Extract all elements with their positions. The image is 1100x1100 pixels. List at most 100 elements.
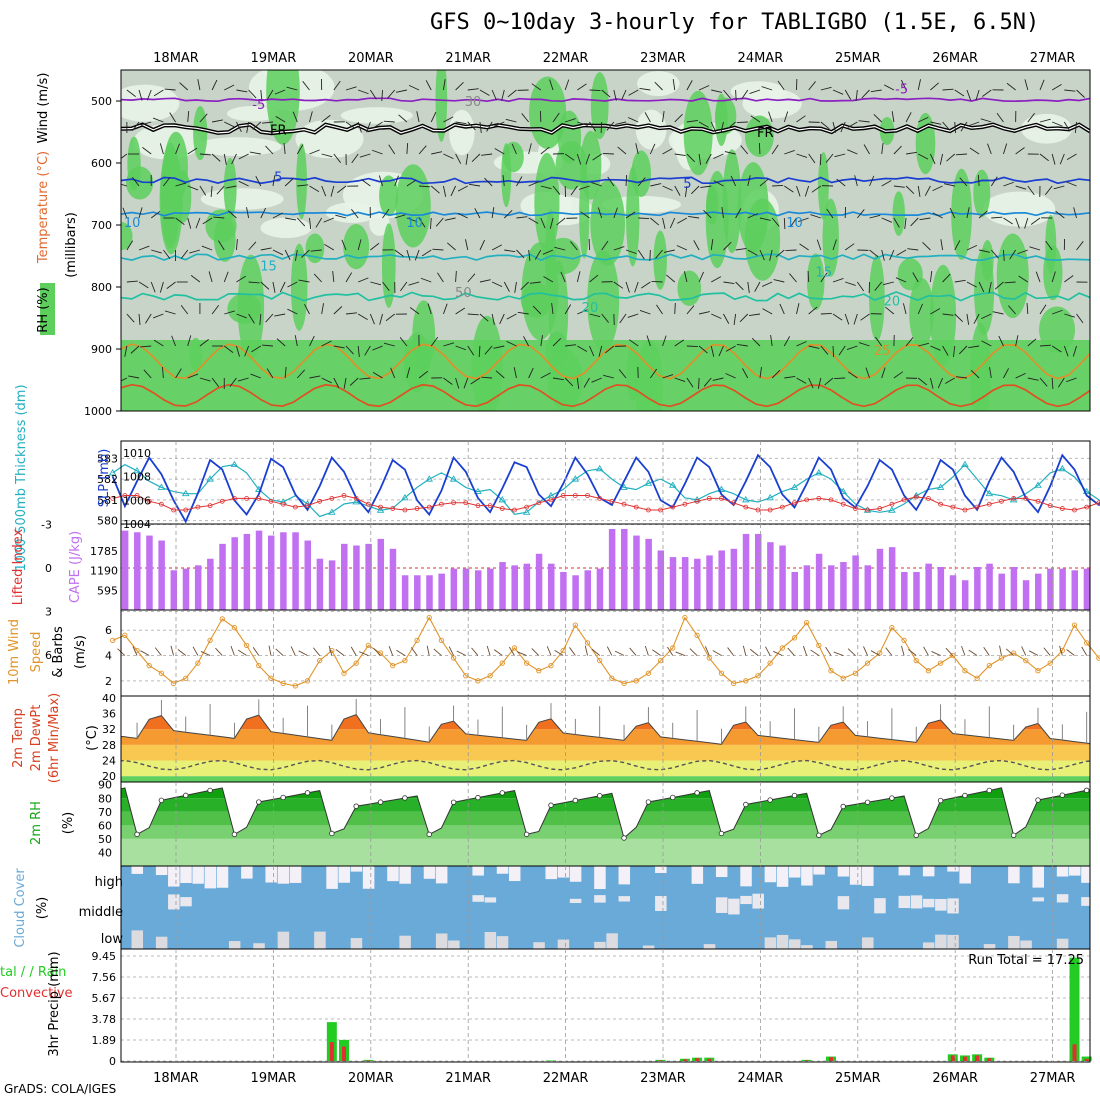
middle-cloud-gap <box>874 898 886 913</box>
rh-marker <box>622 836 627 841</box>
cape-bar <box>889 547 896 610</box>
bottom-date-label: 25MAR <box>835 1071 881 1086</box>
top-date-label: 21MAR <box>445 51 491 66</box>
surface-wind-barb <box>411 647 417 655</box>
cape-bar <box>621 529 628 610</box>
cape-bar <box>256 531 262 610</box>
rh-marker <box>1011 833 1016 838</box>
precip-convective-bar <box>366 1060 370 1061</box>
cape-bar <box>694 559 701 610</box>
cape-bar <box>122 531 128 610</box>
rh-marker <box>451 800 456 805</box>
cape-bar <box>974 567 981 610</box>
high-cloud-gap <box>619 866 631 884</box>
cape-bar <box>1023 580 1029 610</box>
surface-wind-barb <box>676 652 685 656</box>
upper-wind-barb <box>784 218 785 229</box>
surface-wind-barb <box>472 648 478 656</box>
surface-wind-barb <box>743 646 745 656</box>
surface-wind-barb <box>765 647 770 656</box>
rh-marker <box>524 832 529 837</box>
precip-tick-label: 1.89 <box>92 1034 117 1047</box>
upper-wind-barb <box>821 313 832 314</box>
middle-cloud-gap <box>838 896 850 909</box>
surface-wind-barb <box>803 646 806 655</box>
pressure-tick-label: 600 <box>91 157 112 170</box>
surface-wind-barb <box>532 648 539 655</box>
low-cloud-gap <box>947 935 959 955</box>
rh-dry-patch <box>261 218 312 238</box>
rh-marker <box>573 798 578 803</box>
precip-tick-label: 3.78 <box>92 1013 117 1026</box>
cape-bar <box>1084 569 1091 610</box>
precip-tick-label: 0 <box>109 1055 116 1068</box>
rh-marker <box>476 795 481 800</box>
cape-bar <box>292 532 299 610</box>
precip-convective-bar <box>829 1057 833 1061</box>
rh-tick-label: 50 <box>98 833 112 846</box>
high-cloud-gap <box>862 866 874 886</box>
cape-bar <box>597 569 604 610</box>
rh-moist-plume <box>1043 245 1062 300</box>
rh-moist-plume <box>631 150 651 197</box>
rh-moist-plume <box>343 224 369 269</box>
cloud-level-label: low <box>101 932 124 947</box>
surface-wind-barb <box>1029 651 1038 656</box>
high-cloud-gap <box>436 866 448 883</box>
top-date-label: 27MAR <box>1030 51 1076 66</box>
precip-convective-bar <box>707 1059 711 1061</box>
cape-bar <box>828 565 835 610</box>
precip-convective-bar <box>683 1059 687 1061</box>
rh2m-axis-label: 2m RH <box>29 801 44 845</box>
cape-bar <box>219 544 226 610</box>
upper-wind-barb <box>650 250 651 261</box>
surface-wind-barb <box>140 651 149 656</box>
upper-wind-barb <box>736 90 737 101</box>
high-cloud-gap <box>570 866 582 882</box>
wind-axis-label: Wind (m/s) <box>36 73 51 144</box>
temp-tick-label: 24 <box>102 755 116 768</box>
cape-bar <box>804 565 811 610</box>
cape-tick-label: 1785 <box>90 545 118 558</box>
cloud-group <box>121 866 1100 966</box>
cape-bar <box>633 536 640 610</box>
precip-tick-label: 7.56 <box>92 971 117 984</box>
surface-wind-barb <box>171 646 174 656</box>
low-cloud-gap <box>253 943 264 963</box>
rh-moist-plume <box>973 170 990 217</box>
isotherm-label: -5 <box>252 98 265 113</box>
temperature-axis-label: Temperature (°C) <box>36 151 51 264</box>
surface-wind-barb <box>585 646 587 656</box>
precip-axis-label: 3hr Precip (mm) <box>47 951 62 1056</box>
low-cloud-gap <box>594 942 606 962</box>
surface-wind-barb <box>826 647 831 655</box>
isotherm-label: 10 <box>124 216 141 231</box>
pressure-tick-label: 900 <box>91 343 112 356</box>
rh-moist-plume <box>291 244 308 331</box>
rh-marker <box>914 833 919 838</box>
rh-marker <box>378 800 383 805</box>
slp-tick-label: 1008 <box>123 471 151 484</box>
surface-wind-barb <box>713 651 722 656</box>
top-date-label: 19MAR <box>251 51 297 66</box>
temp-axis-label: 2m DewPt <box>29 705 44 772</box>
cape-bar <box>390 549 397 610</box>
high-cloud-gap <box>1008 866 1020 883</box>
precip-total-bar <box>546 1060 556 1061</box>
isotherm-label: 10 <box>786 216 803 231</box>
cape-bar <box>402 575 409 610</box>
cape-bar <box>743 534 750 610</box>
high-cloud-gap <box>765 866 777 882</box>
rh-marker <box>232 832 237 837</box>
high-cloud-gap <box>1081 866 1093 883</box>
surface-wind-barb <box>155 648 161 656</box>
surface-wind-barb <box>238 650 246 655</box>
cape-bar <box>499 562 506 610</box>
surface-wind-barb <box>299 651 308 656</box>
precip-tick-label: 5.67 <box>92 992 117 1005</box>
precip-tick-label: 9.45 <box>92 950 117 963</box>
high-cloud-gap <box>424 866 436 879</box>
rh-marker <box>743 802 748 807</box>
high-cloud-gap <box>265 866 277 883</box>
rh-moist-plume <box>193 106 207 160</box>
